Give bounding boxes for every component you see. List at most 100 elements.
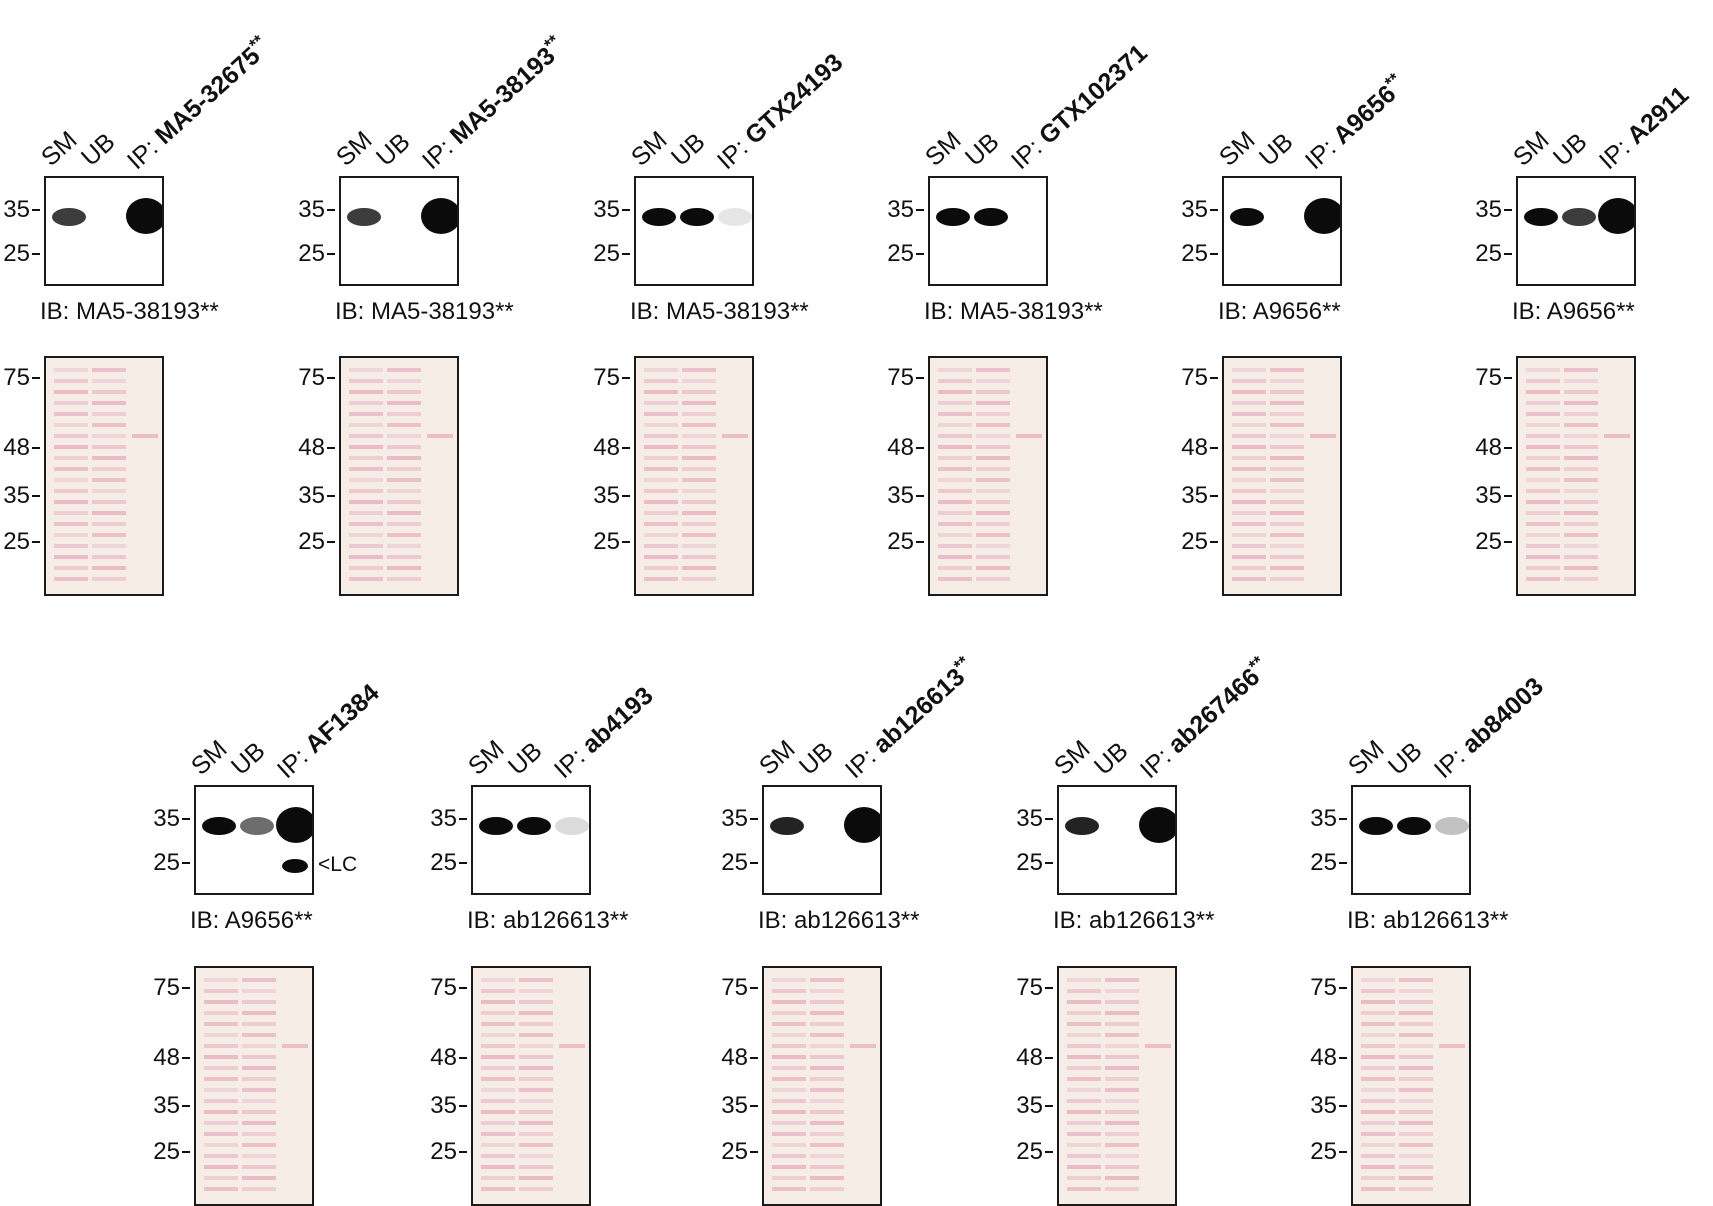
ponceau-band [387,445,421,449]
ponceau-band [519,1143,553,1147]
ponceau-band [1361,1000,1395,1004]
ponceau-band [644,467,678,471]
ponceau-band [1067,1110,1101,1114]
ponceau-band [810,1121,844,1125]
ponceau-band [976,368,1010,372]
marker-25: 25 [0,242,40,266]
ponceau-band [810,1066,844,1070]
ib-label: IB: A9656** [1218,298,1341,326]
ponceau-stain-panel [928,356,1048,596]
ponceau-band [1067,1044,1101,1048]
ponceau-band [519,1187,553,1191]
ponceau-band [810,1033,844,1037]
ib-antibody-name: ab126613** [503,907,629,934]
ponceau-band [938,511,972,515]
ponceau-band [1232,390,1266,394]
ponceau-band [1067,1165,1101,1169]
ponceau-band [810,1088,844,1092]
ponceau-band [387,511,421,515]
ponceau-band [1526,478,1560,482]
marker-25: 25 [413,1140,467,1164]
ponceau-band [1232,445,1266,449]
ponceau-band [92,401,126,405]
ponceau-band [54,555,88,559]
ponceau-band [1399,1165,1433,1169]
ib-antibody-name: A9656** [1252,298,1341,325]
ponceau-band [1564,390,1598,394]
ponceau-band [481,1033,515,1037]
ponceau-band [1564,544,1598,548]
ib-prefix: IB: [40,298,77,325]
ponceau-band [1526,566,1560,570]
ib-antibody-name: A9656** [1546,298,1635,325]
marker-35: 35 [576,198,630,222]
ponceau-band [519,1110,553,1114]
marker-48: 48 [999,1046,1053,1070]
ponceau-band [772,1110,806,1114]
marker-35: 35 [1458,198,1512,222]
ponceau-band [481,1176,515,1180]
marker-25: 25 [413,851,467,875]
ponceau-band [644,390,678,394]
ib-antibody-name: MA5-38193** [666,298,809,325]
ponceau-band [682,555,716,559]
ponceau-band [519,1154,553,1158]
ponceau-band [1105,1011,1139,1015]
protein-band [1359,817,1393,835]
marker-35: 35 [281,484,335,508]
protein-band [1598,198,1634,234]
ponceau-band [1399,1077,1433,1081]
ponceau-band [481,978,515,982]
lane-label-sm: SM [625,125,673,172]
ponceau-band [1105,1099,1139,1103]
ponceau-band [1270,489,1304,493]
ponceau-band [387,401,421,405]
ponceau-band [644,577,678,581]
ip-heavy-chain-band [1310,434,1336,438]
ponceau-band [1564,522,1598,526]
ponceau-band [1232,423,1266,427]
ponceau-band [519,1055,553,1059]
ponceau-band [1270,401,1304,405]
ponceau-band [1526,500,1560,504]
ponceau-band [204,1121,238,1125]
ponceau-band [810,978,844,982]
ponceau-band [54,533,88,537]
lane-label-sm: SM [1507,125,1555,172]
ponceau-band [519,1088,553,1092]
protein-band [974,208,1008,226]
ponceau-band [242,1187,276,1191]
ponceau-band [481,1143,515,1147]
marker-35: 35 [0,198,40,222]
ponceau-band [1399,978,1433,982]
ponceau-band [938,445,972,449]
ponceau-band [387,467,421,471]
marker-25: 25 [576,530,630,554]
ponceau-band [976,456,1010,460]
ponceau-band [1270,434,1304,438]
immunoblot-panel [1516,176,1636,286]
ponceau-band [682,390,716,394]
marker-25: 25 [1293,1140,1347,1164]
ponceau-band [1526,368,1560,372]
ponceau-band [349,566,383,570]
ponceau-band [242,1044,276,1048]
marker-75: 75 [704,976,758,1000]
ponceau-band [1105,1143,1139,1147]
ponceau-band [1399,1132,1433,1136]
protein-band [1524,208,1558,226]
ponceau-band [1270,379,1304,383]
ponceau-band [54,522,88,526]
ip-heavy-chain-band [1439,1044,1465,1048]
ponceau-band [1105,1022,1139,1026]
marker-35: 35 [999,807,1053,831]
ponceau-band [1232,434,1266,438]
ponceau-band [1564,533,1598,537]
ponceau-band [481,1055,515,1059]
lane-label-ip: IP: AF1384 [271,678,385,784]
ponceau-band [938,577,972,581]
ponceau-band [54,478,88,482]
ponceau-band [1564,401,1598,405]
ponceau-band [976,500,1010,504]
ponceau-band [938,478,972,482]
